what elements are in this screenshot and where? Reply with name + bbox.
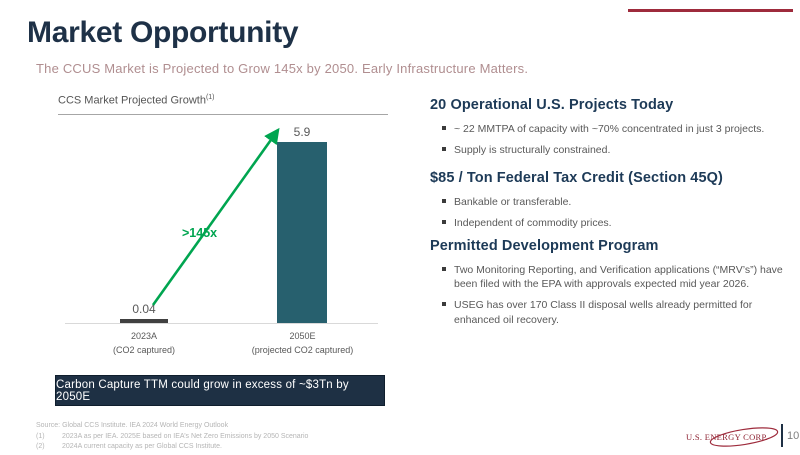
- x-tick-sub: (CO2 captured): [112, 344, 176, 355]
- page-title: Market Opportunity: [27, 16, 299, 49]
- bullet-item: ~ 22 MMTPA of capacity with ~70% concent…: [430, 122, 792, 136]
- x-tick-year: 2023A: [130, 331, 158, 341]
- footnote-number: (2): [36, 443, 45, 450]
- bullet-text: Bankable or transferable.: [454, 196, 572, 208]
- bullet-marker: [442, 302, 446, 307]
- footnote-2: (2) 2024A current capacity as per Global…: [36, 442, 308, 453]
- section-heading: Permitted Development Program: [430, 238, 659, 254]
- x-tick-sub: (projected CO2 captured): [251, 344, 354, 355]
- chart-title-text: CCS Market Projected Growth: [58, 94, 206, 107]
- section-permitted-development: Permitted Development Program Two Monito…: [430, 238, 792, 334]
- bullet-text: ~ 22 MMTPA of capacity with ~70% concent…: [454, 123, 765, 135]
- bullet-item: Supply is structurally constrained.: [430, 143, 792, 157]
- x-tick-year: 2050E: [289, 331, 316, 341]
- bar-value-1: 5.9: [293, 125, 311, 139]
- callout-text: Carbon Capture TTM could grow in excess …: [56, 378, 349, 403]
- footnote-text: 2024A current capacity as per Global CCS…: [62, 443, 222, 450]
- bar-value-0: 0.04: [132, 301, 156, 316]
- source-text: Source: Global CCS Institute. IEA 2024 W…: [36, 422, 229, 429]
- page-number: 10: [787, 430, 800, 442]
- section-heading: 20 Operational U.S. Projects Today: [430, 97, 674, 113]
- bullet-marker: [442, 220, 446, 225]
- footnote-1: (1) 2023A as per IEA. 2025E based on IEA…: [36, 432, 308, 443]
- bullet-text: USEG has over 170 Class II disposal well…: [454, 299, 753, 326]
- footnote-text: 2023A as per IEA. 2025E based on IEA’s N…: [62, 432, 309, 440]
- bar-1: [277, 142, 327, 323]
- brand-accent-line: [628, 9, 793, 12]
- bullet-item: Bankable or transferable.: [430, 195, 792, 209]
- footnote-number: (1): [36, 432, 45, 440]
- x-tick-2050e: 2050E (projected CO2 captured): [240, 330, 365, 357]
- section-operational-projects: 20 Operational U.S. Projects Today ~ 22 …: [430, 97, 792, 164]
- footnotes: Source: Global CCS Institute. IEA 2024 W…: [36, 421, 308, 453]
- chart-title-footnote-ref: (1): [205, 94, 215, 101]
- company-logo: U.S. ENERGY CORP.: [686, 427, 779, 447]
- company-logo-text: U.S. ENERGY CORP.: [686, 432, 769, 442]
- bullet-marker: [442, 267, 446, 271]
- slide-subtitle: The CCUS Market is Projected to Grow 145…: [36, 61, 529, 76]
- source-line: Source: Global CCS Institute. IEA 2024 W…: [36, 421, 308, 432]
- section-tax-credit: $85 / Ton Federal Tax Credit (Section 45…: [430, 170, 792, 237]
- bullet-text: Two Monitoring Reporting, and Verificati…: [454, 264, 783, 291]
- bullet-item: Independent of commodity prices.: [430, 216, 792, 230]
- x-tick-2023a: 2023A (CO2 captured): [104, 330, 184, 357]
- growth-multiple-label: >145x: [182, 226, 218, 240]
- bullet-item: USEG has over 170 Class II disposal well…: [430, 298, 792, 326]
- bullet-marker: [442, 199, 446, 203]
- bullet-item: Two Monitoring Reporting, and Verificati…: [430, 263, 792, 291]
- bullet-text: Supply is structurally constrained.: [454, 144, 611, 157]
- bar-0: [120, 318, 168, 323]
- section-heading: $85 / Ton Federal Tax Credit (Section 45…: [430, 170, 723, 186]
- chart-baseline: [65, 323, 378, 324]
- chart-title: CCS Market Projected Growth(1): [58, 94, 388, 115]
- growth-arrow: [151, 127, 280, 306]
- bullet-marker: [442, 126, 446, 130]
- callout-banner: Carbon Capture TTM could grow in excess …: [55, 375, 385, 406]
- bullet-marker: [442, 147, 446, 152]
- bullet-text: Independent of commodity prices.: [454, 217, 612, 230]
- page-divider: [781, 424, 783, 447]
